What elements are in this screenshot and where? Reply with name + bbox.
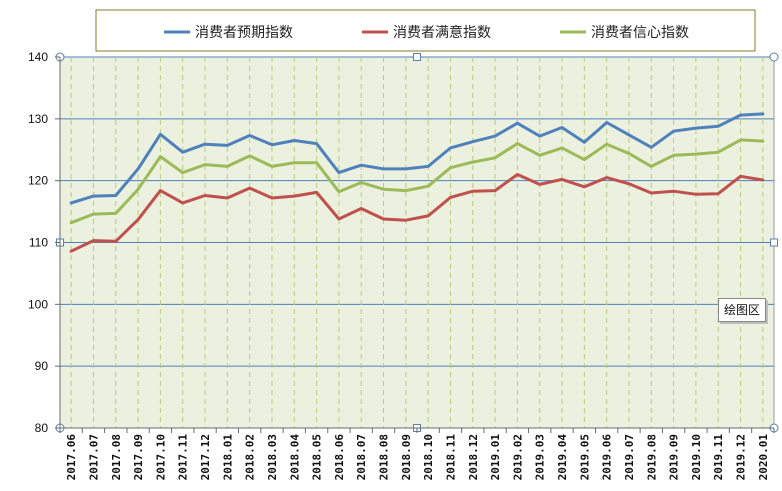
x-tick-label: 2019.11: [712, 434, 725, 481]
y-tick-label: 130: [28, 112, 48, 126]
legend-label-3: 消费者信心指数: [591, 25, 689, 41]
x-tick-label: 2018.04: [288, 434, 301, 481]
x-tick-label: 2018.09: [400, 434, 413, 480]
resize-handle-edge[interactable]: [770, 238, 778, 247]
x-tick-label: 2017.12: [199, 434, 212, 480]
x-tick-label: 2018.07: [355, 434, 368, 480]
resize-handle-corner[interactable]: [769, 52, 779, 62]
plot-area-tooltip: 绘图区: [718, 298, 766, 322]
x-tick-label: 2019.07: [623, 434, 636, 480]
x-tick-label: 2018.03: [266, 434, 279, 480]
x-tick-label: 2018.12: [467, 434, 480, 480]
resize-handle-edge[interactable]: [413, 53, 421, 61]
legend-label-1: 消费者预期指数: [195, 25, 293, 41]
x-tick-label: 2018.01: [221, 434, 234, 481]
y-tick-label: 140: [28, 50, 48, 64]
series-line-3: [69, 138, 765, 225]
legend-label-2: 消费者满意指数: [393, 24, 491, 41]
x-tick-label: 2017.08: [110, 434, 123, 480]
x-tick-label: 2017.07: [87, 434, 100, 480]
y-tick-label: 110: [29, 236, 48, 250]
x-tick-label: 2019.02: [511, 434, 524, 480]
x-tick-label: 2019.08: [645, 434, 658, 480]
x-tick-label: 2018.06: [333, 434, 346, 481]
x-tick-label: 2017.09: [132, 434, 145, 480]
x-tick-label: 2018.05: [311, 434, 324, 480]
series-line-2: [69, 173, 765, 253]
y-tick-label: 80: [35, 421, 49, 435]
y-tick-label: 100: [28, 297, 48, 311]
x-tick-label: 2017.10: [154, 434, 167, 480]
x-tick-label: 2017.11: [177, 434, 190, 481]
series-line-1: [69, 112, 765, 205]
x-tick-label: 2018.10: [422, 434, 435, 480]
x-tick-label: 2017.06: [65, 434, 78, 481]
y-tick-label: 120: [28, 174, 48, 188]
x-tick-label: 2019.05: [578, 434, 591, 480]
x-tick-label: 2018.11: [444, 434, 457, 481]
x-tick-label: 2019.04: [556, 434, 569, 481]
x-tick-label: 2018.08: [378, 434, 391, 480]
x-tick-label: 2020.01: [757, 434, 770, 481]
y-tick-label: 90: [35, 359, 49, 373]
x-tick-label: 2019.09: [668, 434, 681, 480]
x-tick-label: 2018.02: [244, 434, 257, 480]
x-tick-label: 2019.12: [735, 434, 748, 480]
x-tick-label: 2019.01: [489, 434, 502, 481]
legend-box: [95, 9, 756, 52]
x-tick-label: 2019.03: [534, 434, 547, 480]
x-tick-label: 2019.06: [601, 434, 614, 481]
x-tick-label: 2019.10: [690, 434, 703, 480]
